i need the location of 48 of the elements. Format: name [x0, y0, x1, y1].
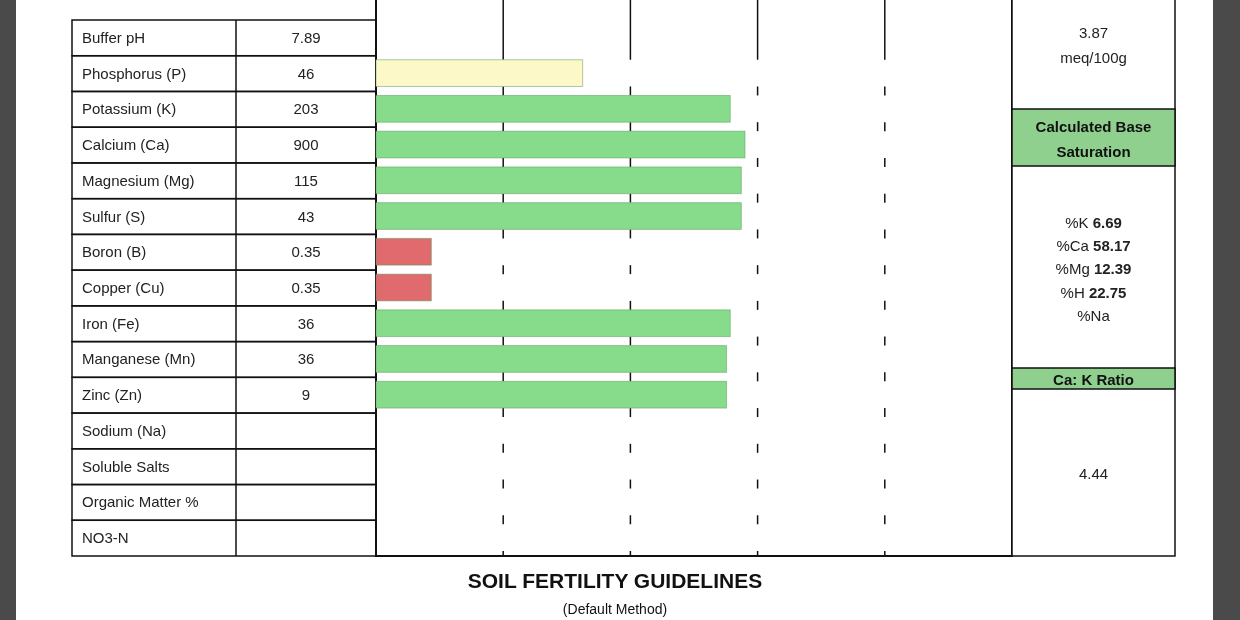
text: 4.44 — [1078, 465, 1109, 482]
text: 115 — [294, 171, 318, 189]
y-tick-label: Calcium (Ca) — [82, 136, 170, 154]
bar — [375, 380, 728, 409]
bar — [375, 273, 432, 302]
y-tick-label: Zinc (Zn) — [82, 386, 142, 404]
y-tick-label: Buffer pH — [82, 28, 146, 46]
bar — [375, 202, 742, 230]
text: 900 — [293, 136, 319, 154]
text: Ca: K Ratio — [1053, 371, 1134, 388]
text: 46 — [297, 64, 315, 82]
text: 0.35 — [291, 279, 321, 296]
y-tick-label: Copper (Cu) — [82, 279, 165, 296]
text: 203 — [293, 100, 319, 118]
y-tick-label: Boron (B) — [82, 243, 147, 261]
y-tick-label: Organic Matter % — [82, 493, 199, 511]
text: %Mg 12.39 — [1055, 260, 1132, 277]
y-tick-label: Phosphorus (P) — [82, 64, 187, 82]
y-tick-label: Potassium (K) — [82, 100, 177, 118]
text: 9 — [301, 386, 311, 404]
y-tick-label: NO3-N — [82, 529, 129, 547]
bar — [375, 94, 731, 123]
text: 43 — [297, 207, 315, 225]
y-tick-label: Sodium (Na) — [82, 421, 167, 439]
text: %Na — [1077, 307, 1111, 324]
y-tick-label: Magnesium (Mg) — [82, 171, 195, 189]
text: 36 — [297, 350, 315, 368]
bar — [375, 59, 584, 87]
bar — [375, 309, 731, 338]
y-tick-label: Iron (Fe) — [82, 314, 140, 332]
text: SOIL FERTILITY GUIDELINES — [467, 569, 763, 592]
bar — [375, 345, 728, 373]
text: 7.89 — [291, 28, 321, 46]
y-tick-label: Manganese (Mn) — [82, 350, 196, 368]
text: (Default Method) — [562, 601, 668, 617]
text: 36 — [297, 314, 315, 332]
text: 0.35 — [291, 243, 321, 261]
text: %H 22.75 — [1060, 284, 1127, 301]
y-tick-label: Sulfur (S) — [82, 207, 146, 225]
text: Calculated Base Saturation — [1035, 118, 1152, 160]
text: 3.87 — [1078, 24, 1109, 41]
text: meq/100g — [1060, 49, 1127, 66]
bar — [375, 166, 742, 195]
text: %Ca 58.17 — [1056, 237, 1131, 254]
text: %K 6.69 — [1065, 214, 1122, 231]
bar — [375, 237, 432, 266]
y-tick-label: Soluble Salts — [82, 457, 170, 475]
bar — [375, 130, 746, 159]
